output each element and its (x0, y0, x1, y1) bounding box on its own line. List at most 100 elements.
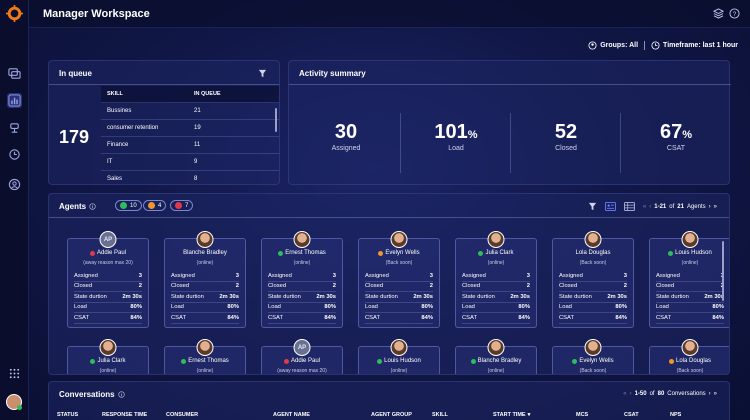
agent-card[interactable]: Ernest Thomas (online) (164, 339, 246, 374)
stat-value: 2 (526, 283, 530, 290)
agent-status: (online) (390, 368, 408, 374)
stat-value: 80% (615, 304, 627, 311)
apps-grid-icon[interactable] (7, 366, 22, 381)
panel-divider (289, 84, 731, 85)
agent-card[interactable]: AP Addie Paul (away reason max 20) Assigned… (67, 231, 149, 328)
stat-row: State durtion 2m 30s (268, 292, 336, 303)
last-page-icon[interactable]: » (713, 203, 717, 210)
info-icon[interactable] (117, 391, 125, 398)
agent-card[interactable]: Julia Clark (online) (67, 339, 149, 374)
agent-name-row: Lola Douglas (553, 250, 633, 256)
nav-messages-icon[interactable] (7, 66, 22, 81)
column-header-mcs[interactable]: MCS (576, 412, 589, 418)
metric-load: 101% Load (401, 121, 511, 152)
queue-scrollbar[interactable] (275, 108, 277, 132)
filter-divider (644, 41, 646, 50)
column-header-start-time[interactable]: START TIME ▾ (493, 412, 530, 418)
column-header-csat[interactable]: CSAT (624, 412, 639, 418)
first-page-icon[interactable]: « (642, 203, 647, 210)
agent-status: (Back soon) (676, 368, 704, 374)
table-row[interactable]: IT 9 (101, 154, 279, 171)
card-view-icon[interactable] (605, 202, 616, 211)
filter-icon[interactable] (588, 202, 597, 211)
prev-page-icon[interactable]: ‹ (649, 203, 652, 210)
page-of: of (669, 203, 675, 210)
stat-row: CSAT 84% (171, 313, 239, 324)
online-status-dot (17, 405, 22, 410)
stat-label: Closed (365, 283, 384, 290)
agent-name: Louis Hudson (675, 250, 712, 256)
online-count-badge[interactable]: 10 (115, 200, 142, 211)
nav-robot-icon[interactable] (7, 120, 22, 135)
back-soon-count-badge[interactable]: 4 (143, 200, 167, 211)
page-of: of (649, 391, 655, 397)
agent-card[interactable]: Julia Clark (online) Assigned 3 Closed 2 State… (455, 231, 537, 328)
stat-value: 84% (712, 314, 724, 321)
away-count-badge[interactable]: 7 (170, 200, 194, 211)
agents-title-row: Agents (59, 202, 96, 211)
header: Manager Workspace ? (29, 0, 750, 28)
filter-icon[interactable] (258, 69, 267, 78)
agent-status: (online) (487, 260, 505, 266)
agent-card[interactable]: Lola Douglas (Back soon) Assigned 3 Closed 2 S… (552, 231, 634, 328)
table-row[interactable]: Sales 8 (101, 171, 279, 184)
list-view-icon[interactable] (624, 202, 635, 211)
stat-label: Load (268, 304, 281, 311)
stat-label: CSAT (365, 314, 381, 321)
nav-analytics-icon[interactable] (7, 93, 22, 108)
status-dot-icon (90, 358, 96, 364)
layers-icon[interactable] (713, 8, 724, 19)
next-page-icon[interactable]: › (708, 391, 711, 397)
agent-card[interactable]: Ernest Thomas (online) Assigned 3 Closed 2 Sta… (261, 231, 343, 328)
column-header-agent-name[interactable]: AGENT NAME (273, 412, 310, 418)
column-header-response-time[interactable]: RESPONSE TIME (102, 412, 148, 418)
column-header-agent-group[interactable]: AGENT GROUP (371, 412, 412, 418)
agent-avatar: AP (99, 231, 117, 248)
last-page-icon[interactable]: » (713, 391, 717, 397)
column-header-consumer[interactable]: CONSUMER (166, 412, 199, 418)
agent-card[interactable]: Louis Hudson (online) Assigned3Closed2Stat… (649, 231, 729, 328)
timeframe-filter[interactable]: Timeframe: last 1 hour (651, 41, 738, 50)
agent-name-row: Blanche Bradley (165, 250, 245, 256)
status-dot-icon (377, 358, 383, 364)
column-header-skill[interactable]: SKILL (432, 412, 448, 418)
nav-history-icon[interactable] (7, 147, 22, 162)
agent-card[interactable]: Evelyn Wells (Back soon) (552, 339, 634, 374)
stat-value: 84% (324, 314, 336, 321)
help-icon[interactable]: ? (729, 8, 740, 19)
column-header-nps[interactable]: NPS (670, 412, 682, 418)
user-avatar[interactable] (6, 394, 22, 410)
next-page-icon[interactable]: › (708, 203, 711, 210)
agent-avatar (681, 339, 699, 356)
agent-avatar (487, 231, 505, 248)
agent-card[interactable]: AP Addie Paul (away reason max 20) (261, 339, 343, 374)
metric-label: CSAT (666, 145, 686, 152)
count-cell: 21 (194, 108, 201, 114)
column-header-status[interactable]: STATUS (57, 412, 79, 418)
agent-card[interactable]: Lola Douglas (Back soon) (649, 339, 729, 374)
table-row[interactable]: Finance 11 (101, 137, 279, 154)
agent-card[interactable]: Evelyn Wells (Back soon) Assigned 3 Closed 2 S… (358, 231, 440, 328)
stat-row: State durtion 2m 30s (462, 292, 530, 303)
table-row[interactable]: consumer retention 19 (101, 120, 279, 137)
skill-cell: IT (107, 159, 113, 165)
nav-profile-icon[interactable] (7, 177, 22, 192)
agent-avatar: AP (293, 339, 311, 356)
stat-value: 2 (332, 283, 336, 290)
groups-filter[interactable]: Groups: All (588, 41, 638, 50)
status-dot-icon (668, 250, 674, 256)
in-queue-panel: In queue 179 SKILL IN QUEUE Bussines 21 c… (48, 60, 280, 185)
agents-scrollbar[interactable] (722, 241, 724, 301)
stat-value: 3 (429, 272, 433, 279)
stat-label: CSAT (656, 314, 672, 321)
agent-name: Lola Douglas (675, 358, 712, 364)
agent-card[interactable]: Blanche Bradley (online) (455, 339, 537, 374)
agent-card[interactable]: Blanche Bradley (online) Assigned 3 Closed 2 S… (164, 231, 246, 328)
prev-page-icon[interactable]: ‹ (629, 391, 632, 397)
table-row[interactable]: Bussines 21 (101, 103, 279, 120)
first-page-icon[interactable]: « (623, 391, 627, 397)
status-dot-icon (668, 358, 674, 364)
agent-card[interactable]: Louis Hudson (online) (358, 339, 440, 374)
info-icon[interactable] (89, 203, 96, 210)
